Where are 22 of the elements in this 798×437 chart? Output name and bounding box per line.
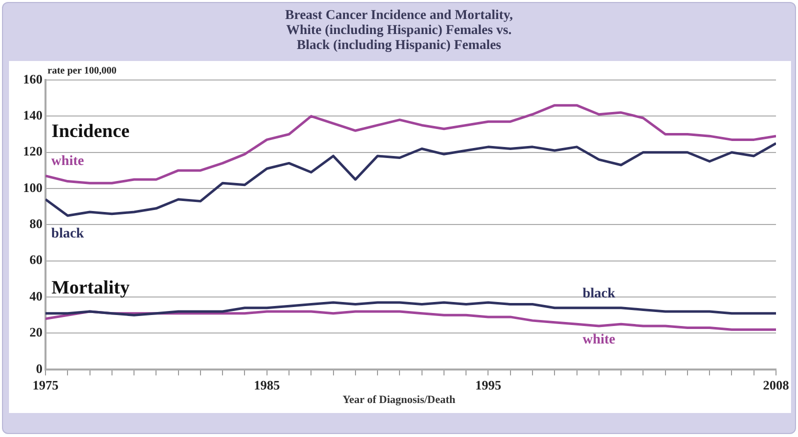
x-tick-label: 1975	[32, 378, 59, 393]
y-tick-label: 140	[23, 108, 42, 123]
y-tick-label: 0	[36, 360, 42, 376]
y-tick-label: 40	[30, 288, 42, 304]
series-label: black	[582, 286, 616, 302]
annotation: Incidence	[52, 121, 130, 142]
annotation: Mortality	[52, 277, 130, 298]
series-label: white	[51, 154, 84, 169]
x-tick-label: 1985	[254, 378, 280, 393]
y-tick-label: 20	[30, 324, 42, 340]
x-tick-label: 2008	[763, 378, 790, 393]
x-axis-title: Year of Diagnosis/Death	[342, 394, 456, 406]
y-axis-title: rate per 100,000	[48, 66, 116, 77]
series-label: white	[582, 332, 616, 348]
y-tick-label: 120	[23, 144, 42, 159]
chart-title: Breast Cancer Incidence and Mortality, White (including Hispanic) Females vs. Black (including Hispanic) Females	[284, 7, 514, 52]
y-tick-label: 80	[30, 216, 42, 232]
y-tick-label: 160	[23, 71, 42, 86]
series-label: black	[51, 226, 84, 242]
y-tick-label: 100	[23, 180, 42, 195]
x-tick-label: 1995	[475, 378, 502, 393]
y-tick-label: 60	[30, 252, 42, 268]
